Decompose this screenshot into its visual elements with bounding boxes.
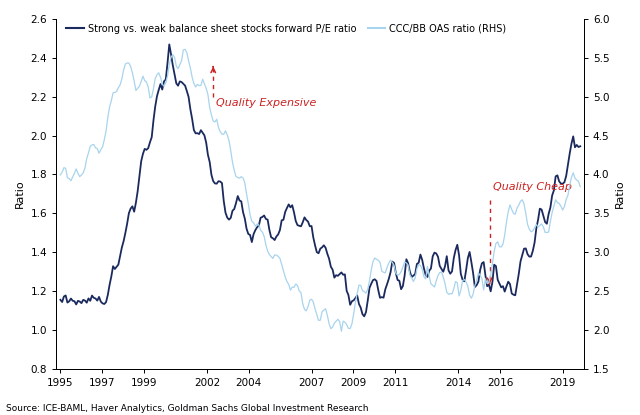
Y-axis label: Ratio: Ratio [15, 179, 25, 208]
Y-axis label: Ratio: Ratio [615, 179, 625, 208]
Text: Quality Cheap: Quality Cheap [493, 182, 572, 192]
Text: Source: ICE-BAML, Haver Analytics, Goldman Sachs Global Investment Research: Source: ICE-BAML, Haver Analytics, Goldm… [6, 404, 369, 413]
Text: Quality Expensive: Quality Expensive [216, 98, 317, 108]
Legend: Strong vs. weak balance sheet stocks forward P/E ratio, CCC/BB OAS ratio (RHS): Strong vs. weak balance sheet stocks for… [67, 24, 506, 34]
